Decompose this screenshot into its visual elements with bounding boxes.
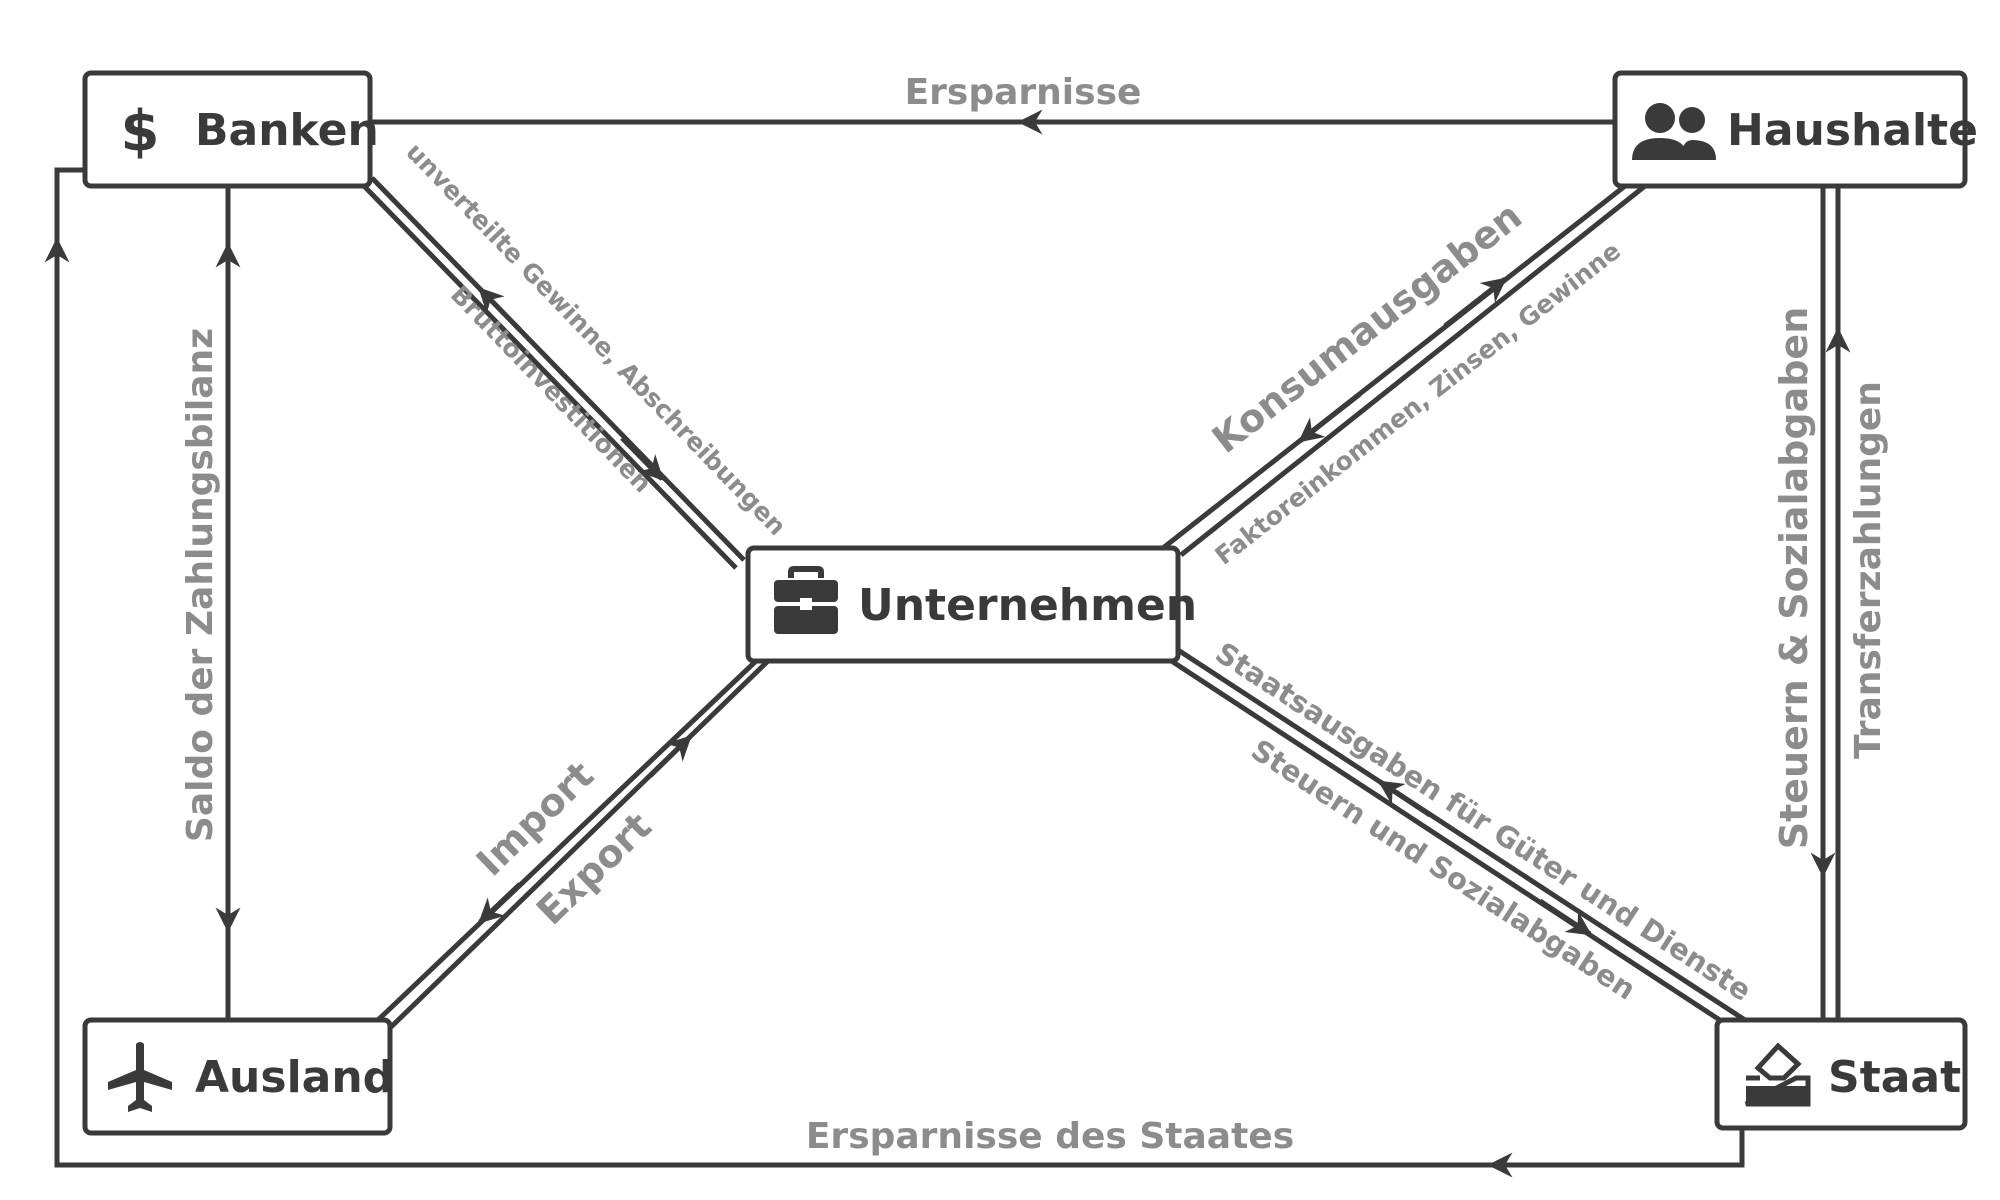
flow-line-import (376, 659, 758, 1022)
node-staat: Staat (1714, 1017, 1968, 1131)
arrow-import (478, 882, 522, 924)
arrow-staatsausgaben (1377, 779, 1432, 818)
flow-line-konsumausgaben (1161, 184, 1627, 550)
arrow-steuern-und-sozialabgaben (1538, 898, 1593, 937)
people-icon (1632, 103, 1716, 160)
arrow-konsumausgaben (1298, 392, 1362, 443)
arrow-bruttoinvestitionen (620, 436, 664, 481)
node-box-unternehmen (745, 545, 1181, 664)
flow-label-ersparnisse-staat: Ersparnisse des Staates (806, 1116, 1294, 1157)
arrow-faktoreinkommen (1443, 277, 1507, 328)
dollar-icon: $ (121, 99, 160, 164)
flow-line-export (388, 659, 770, 1030)
flow-label-transferzahlungen: Transferzahlungen (1848, 381, 1889, 759)
flow-line-steuern-und-sozialabgaben (1168, 657, 1734, 1031)
airplane-icon (108, 1042, 172, 1112)
flow-label-ersparnisse: Ersparnisse (905, 72, 1142, 113)
node-label-haushalte: Haushalte (1727, 105, 1978, 156)
node-label-staat: Staat (1828, 1052, 1961, 1103)
flow-label-saldo: Saldo der Zahlungsbilanz (180, 328, 221, 842)
flow-line-staatsausgaben (1176, 647, 1747, 1023)
node-banken: $ Banken (82, 70, 379, 189)
arrow-export (648, 735, 692, 778)
node-ausland: Ausland (82, 1017, 394, 1136)
ballot-box-icon (1744, 1042, 1811, 1107)
node-label-unternehmen: Unternehmen (858, 580, 1197, 631)
flow-label-konsumausgaben: Konsumausgaben (1204, 194, 1530, 462)
flow-line-ersparnisse-staat (54, 167, 1745, 1168)
node-box-banken (82, 70, 373, 189)
node-label-banken: Banken (195, 105, 379, 156)
flow-line-faktoreinkommen (1179, 184, 1647, 557)
flow-label-steuern-sozialabgaben: Steuern & Sozialabgaben (1772, 307, 1816, 850)
node-label-ausland: Ausland (195, 1052, 394, 1103)
flow-line-bruttoinvestitionen (362, 184, 738, 570)
flow-label-unverteilte-gewinne: unverteilte Gewinne, Abschreibungen (400, 137, 791, 541)
flow-line-unverteilte-gewinne (370, 176, 746, 562)
briefcase-icon (774, 566, 838, 634)
arrow-unverteilte-gewinne (478, 287, 522, 332)
node-box-ausland (82, 1017, 393, 1136)
node-unternehmen: Unternehmen (745, 545, 1197, 664)
flow-label-staatsausgaben: Staatsausgaben für Güter und Dienste (1209, 635, 1757, 1007)
node-haushalte: Haushalte (1612, 70, 1978, 189)
